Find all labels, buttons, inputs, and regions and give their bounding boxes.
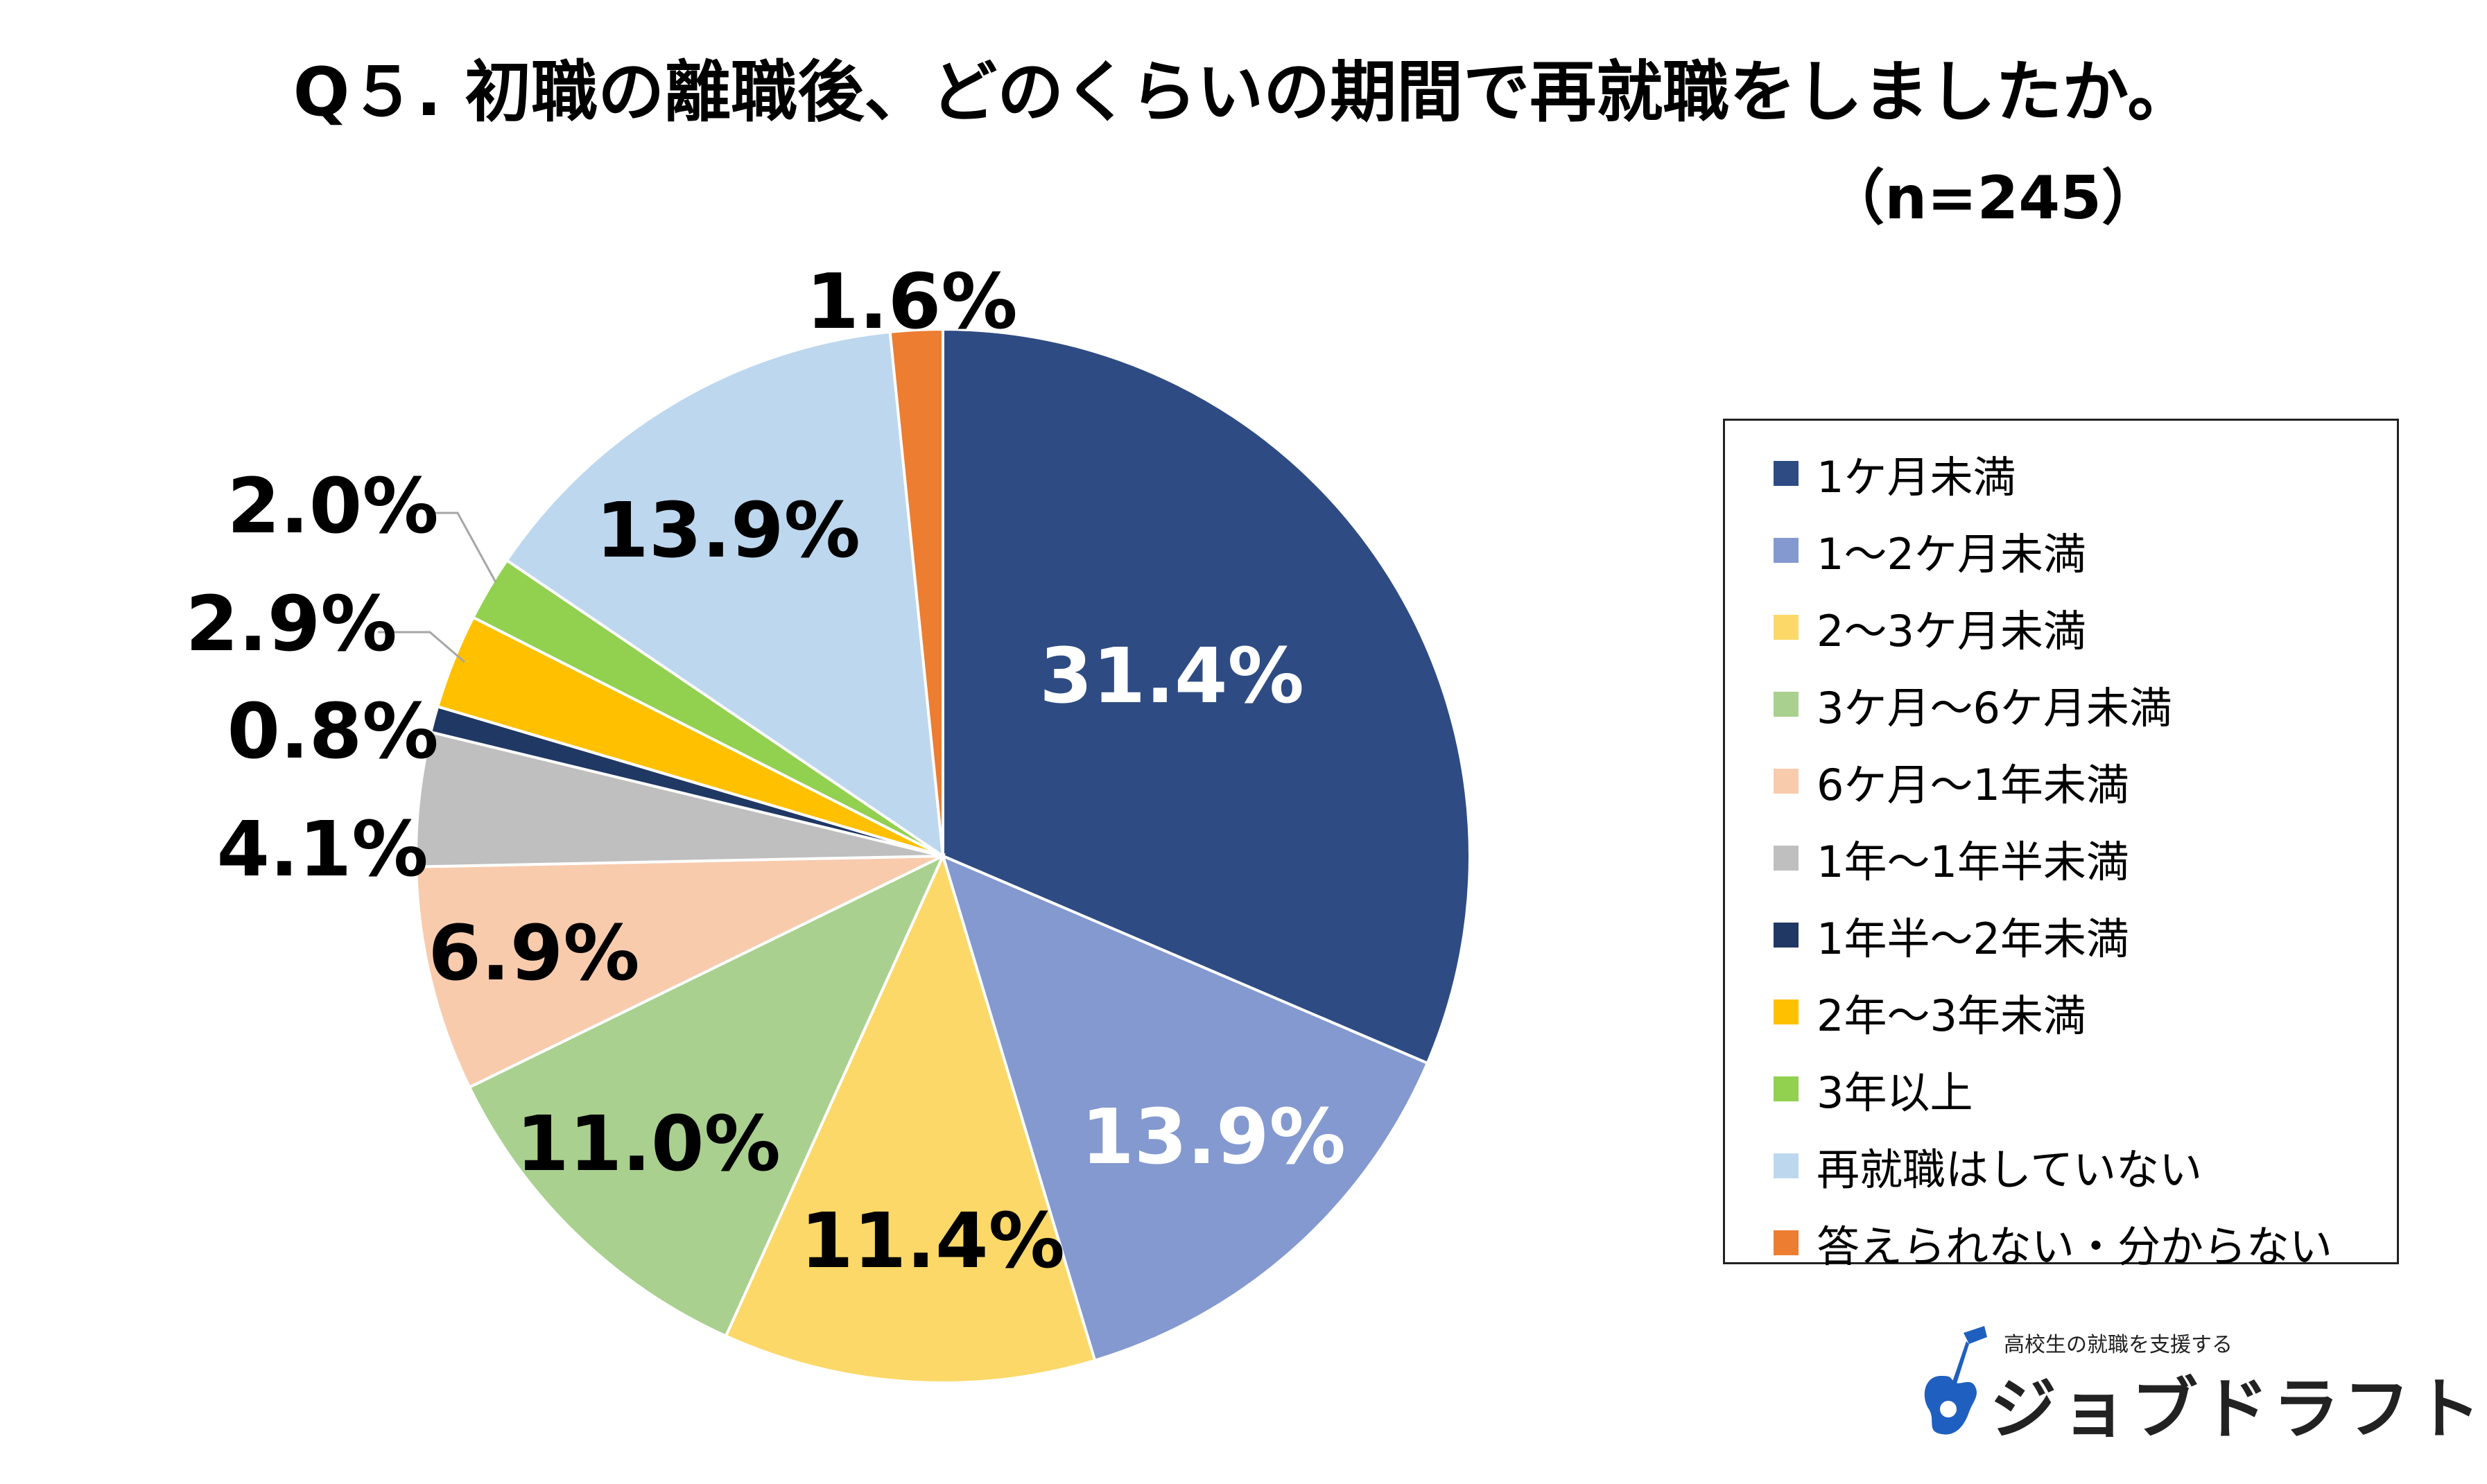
legend-label: 3年以上 xyxy=(1817,1067,1973,1118)
legend-item: 1～2ケ月未満 xyxy=(1774,512,2397,588)
legend-item: 答えられない・分からない xyxy=(1774,1204,2397,1281)
logo-tagline: 高校生の就職を支援する xyxy=(2004,1333,2233,1357)
legend-swatch xyxy=(1774,922,1799,948)
sample-size: （n=245） xyxy=(1825,164,2161,233)
legend-swatch xyxy=(1774,614,1799,640)
logo-name: ジョブドラフト xyxy=(1990,1370,2485,1448)
legend-label: 2～3ケ月未満 xyxy=(1817,605,2086,656)
leader-line xyxy=(378,631,465,663)
data-label: 31.4% xyxy=(1039,631,1304,720)
pie-slice xyxy=(415,855,944,1090)
legend-label: 1ケ月未満 xyxy=(1817,451,2016,503)
brand-logo: 高校生の就職を支援する ジョブドラフト xyxy=(1921,1320,2481,1448)
pie-slice xyxy=(888,327,944,857)
pie-slice xyxy=(724,852,1097,1384)
pie-slice xyxy=(505,330,945,859)
leader-line xyxy=(426,512,497,583)
legend: 1ケ月未満 1～2ケ月未満 2～3ケ月未満 3ケ月～6ケ月未満 6ケ月～1年未満 1年～1… xyxy=(1723,419,2399,1272)
guitar-logo-icon xyxy=(1924,1326,1987,1435)
pie-slice xyxy=(940,853,1430,1363)
pie-slice xyxy=(942,327,1471,1065)
data-label: 2.0% xyxy=(227,462,438,550)
legend-label: 3ケ月～6ケ月未満 xyxy=(1817,682,2172,733)
data-label: 0.8% xyxy=(227,687,438,776)
chart-title: Q５. 初職の離職後、どのくらいの期間で再就職をしましたか。 xyxy=(293,53,2194,131)
legend-swatch xyxy=(1774,537,1799,563)
legend-item: 3ケ月～6ケ月未満 xyxy=(1774,665,2397,742)
data-label: 11.0% xyxy=(516,1099,781,1188)
legend-item: 1年～1年半未満 xyxy=(1774,819,2397,896)
data-label: 1.6% xyxy=(806,257,1017,346)
legend-swatch xyxy=(1774,1153,1799,1178)
legend-swatch xyxy=(1774,1076,1799,1101)
data-label: 13.9% xyxy=(596,486,860,575)
legend-item: 2～3ケ月未満 xyxy=(1774,588,2397,665)
legend-swatch xyxy=(1774,460,1799,486)
legend-item: 再就職はしていない xyxy=(1774,1127,2397,1204)
legend-label: 2年～3年未満 xyxy=(1817,990,2086,1041)
data-label: 13.9% xyxy=(1081,1092,1346,1181)
legend-swatch xyxy=(1774,1230,1799,1255)
data-label: 11.4% xyxy=(800,1196,1065,1285)
legend-label: 1年～1年半未満 xyxy=(1817,836,2129,887)
legend-swatch xyxy=(1774,845,1799,871)
legend-swatch xyxy=(1774,999,1799,1024)
legend-swatch xyxy=(1774,768,1799,794)
legend-label: 答えられない・分からない xyxy=(1817,1221,2333,1272)
legend-item: 3年以上 xyxy=(1774,1050,2397,1127)
legend-label: 再就職はしていない xyxy=(1817,1144,2203,1195)
legend-swatch xyxy=(1774,691,1799,717)
legend-label: 1年半～2年未満 xyxy=(1817,913,2129,964)
legend-item: 2年～3年未満 xyxy=(1774,973,2397,1050)
pie-slice xyxy=(467,853,946,1338)
legend-label: 6ケ月～1年未満 xyxy=(1817,759,2129,810)
data-label: 6.9% xyxy=(428,909,639,997)
legend-item: 1年半～2年未満 xyxy=(1774,896,2397,973)
data-label: 4.1% xyxy=(216,805,428,893)
legend-label: 1～2ケ月未満 xyxy=(1817,528,2086,579)
legend-item: 6ケ月～1年未満 xyxy=(1774,742,2397,819)
pie-slice xyxy=(415,730,944,868)
legend-item: 1ケ月未満 xyxy=(1774,435,2397,512)
data-label: 2.9% xyxy=(185,579,397,668)
